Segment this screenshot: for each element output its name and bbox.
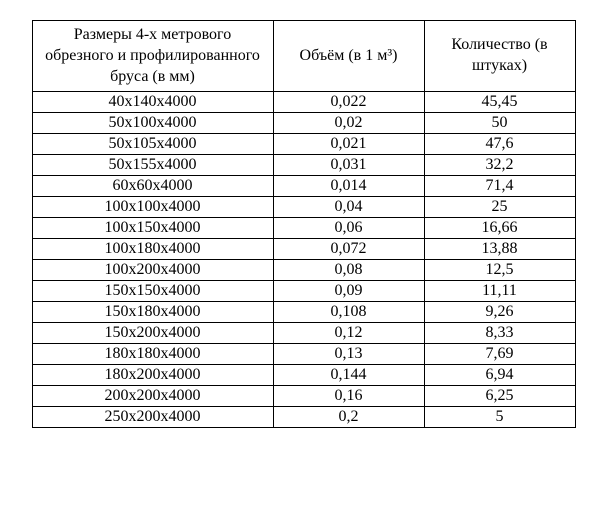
table-row: 50х105х40000,02147,6: [32, 134, 575, 155]
table-cell: 50х155х4000: [32, 155, 273, 176]
lumber-table: Размеры 4-х метрового обрезного и профил…: [32, 20, 576, 428]
table-row: 100х100х40000,0425: [32, 197, 575, 218]
table-cell: 0,13: [273, 344, 424, 365]
table-cell: 180х180х4000: [32, 344, 273, 365]
table-cell: 0,04: [273, 197, 424, 218]
table-body: 40х140х40000,02245,4550х100х40000,025050…: [32, 92, 575, 428]
table-cell: 0,031: [273, 155, 424, 176]
table-header-row: Размеры 4-х метрового обрезного и профил…: [32, 21, 575, 92]
table-cell: 0,06: [273, 218, 424, 239]
table-row: 180х180х40000,137,69: [32, 344, 575, 365]
table-cell: 16,66: [424, 218, 575, 239]
table-cell: 100х100х4000: [32, 197, 273, 218]
table-row: 50х100х40000,0250: [32, 113, 575, 134]
table-cell: 50х105х4000: [32, 134, 273, 155]
column-header-volume: Объём (в 1 м³): [273, 21, 424, 92]
table-cell: 6,94: [424, 365, 575, 386]
table-cell: 180х200х4000: [32, 365, 273, 386]
table-cell: 6,25: [424, 386, 575, 407]
table-cell: 150х150х4000: [32, 281, 273, 302]
table-cell: 40х140х4000: [32, 92, 273, 113]
table-cell: 0,144: [273, 365, 424, 386]
table-row: 100х150х40000,0616,66: [32, 218, 575, 239]
table-cell: 45,45: [424, 92, 575, 113]
table-cell: 11,11: [424, 281, 575, 302]
table-cell: 0,021: [273, 134, 424, 155]
table-cell: 5: [424, 407, 575, 428]
table-cell: 250х200х4000: [32, 407, 273, 428]
table-row: 150х200х40000,128,33: [32, 323, 575, 344]
table-cell: 100х180х4000: [32, 239, 273, 260]
table-cell: 47,6: [424, 134, 575, 155]
table-cell: 150х180х4000: [32, 302, 273, 323]
table-cell: 13,88: [424, 239, 575, 260]
table-cell: 100х200х4000: [32, 260, 273, 281]
table-cell: 0,12: [273, 323, 424, 344]
table-row: 180х200х40000,1446,94: [32, 365, 575, 386]
table-row: 150х150х40000,0911,11: [32, 281, 575, 302]
table-cell: 0,022: [273, 92, 424, 113]
table-row: 100х180х40000,07213,88: [32, 239, 575, 260]
table-row: 50х155х40000,03132,2: [32, 155, 575, 176]
table-cell: 0,09: [273, 281, 424, 302]
table-cell: 9,26: [424, 302, 575, 323]
table-row: 100х200х40000,0812,5: [32, 260, 575, 281]
table-cell: 100х150х4000: [32, 218, 273, 239]
table-cell: 0,02: [273, 113, 424, 134]
table-cell: 0,16: [273, 386, 424, 407]
table-row: 150х180х40000,1089,26: [32, 302, 575, 323]
table-cell: 200х200х4000: [32, 386, 273, 407]
table-cell: 0,08: [273, 260, 424, 281]
table-cell: 25: [424, 197, 575, 218]
table-cell: 50х100х4000: [32, 113, 273, 134]
table-cell: 50: [424, 113, 575, 134]
table-cell: 71,4: [424, 176, 575, 197]
table-cell: 0,072: [273, 239, 424, 260]
table-cell: 12,5: [424, 260, 575, 281]
table-cell: 7,69: [424, 344, 575, 365]
table-cell: 0,2: [273, 407, 424, 428]
table-cell: 0,014: [273, 176, 424, 197]
table-cell: 0,108: [273, 302, 424, 323]
table-row: 250х200х40000,25: [32, 407, 575, 428]
table-row: 40х140х40000,02245,45: [32, 92, 575, 113]
table-row: 200х200х40000,166,25: [32, 386, 575, 407]
column-header-quantity: Количество (в штуках): [424, 21, 575, 92]
table-cell: 60х60х4000: [32, 176, 273, 197]
column-header-size: Размеры 4-х метрового обрезного и профил…: [32, 21, 273, 92]
table-cell: 8,33: [424, 323, 575, 344]
table-row: 60х60х40000,01471,4: [32, 176, 575, 197]
table-cell: 32,2: [424, 155, 575, 176]
table-cell: 150х200х4000: [32, 323, 273, 344]
